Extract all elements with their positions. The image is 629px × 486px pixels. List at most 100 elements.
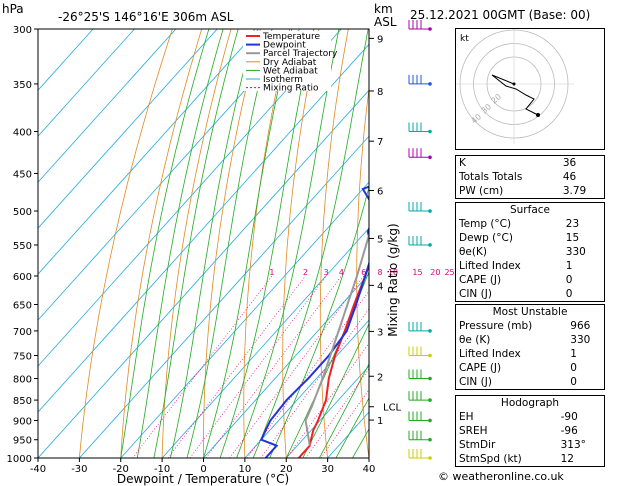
wind-barb-dot	[428, 243, 432, 247]
location-title: -26°25'S 146°16'E 306m ASL	[58, 10, 234, 24]
isotherm-line	[79, 135, 369, 458]
table-value: 46	[559, 170, 605, 184]
mixing-ratio-label: 4	[339, 268, 344, 277]
wind-barb-dot	[428, 27, 432, 31]
isotherm-line	[38, 29, 177, 183]
hodograph-ring-label: 40	[470, 112, 484, 125]
pressure-tick-label: 900	[13, 416, 32, 427]
table-value: 1	[567, 347, 606, 361]
profiles	[259, 107, 369, 458]
legend-box	[243, 31, 331, 91]
mixing-ratio-label: 1	[269, 268, 274, 277]
pressure-tick-label: 750	[13, 351, 32, 362]
wind-barb-dot	[428, 209, 432, 213]
mixing-ratio-line	[286, 342, 369, 458]
wet-adiabat-line	[335, 397, 369, 458]
wind-barbs	[408, 20, 432, 460]
temperature-tick-label: 40	[363, 464, 376, 475]
legend-entry: Temperature	[262, 32, 320, 42]
wind-barb-dot	[428, 155, 432, 160]
table-row: θe (K) 330	[455, 333, 606, 347]
height-tick-label: 4	[377, 281, 383, 292]
mixing-ratio-line	[229, 275, 364, 458]
hodograph-table: Hodograph EH -90 SREH -96 StmDir 313° StmSpd (k…	[454, 395, 605, 467]
table-key: Lifted Index	[455, 347, 568, 361]
wind-barb-dot	[428, 418, 432, 423]
isotherm-line	[203, 273, 369, 458]
table-row: Lifted Index 1	[455, 347, 606, 361]
wet-adiabat-line	[186, 29, 273, 458]
mixing-ratio-label: 25	[444, 268, 454, 277]
pressure-tick-label: 600	[13, 272, 32, 283]
table-key: EH	[454, 410, 558, 424]
table-key: Totals Totals	[454, 170, 560, 184]
temperature-tick-label: -30	[71, 464, 87, 475]
legend-entry: Mixing Ratio	[263, 84, 319, 94]
hodograph-center-dot	[512, 82, 516, 86]
wet-adiabat-line	[269, 185, 369, 458]
wet-adiabat-line	[120, 29, 210, 458]
pressure-tick-label: 550	[13, 241, 32, 252]
wind-barb-dot	[428, 129, 432, 134]
table-key: PW (cm)	[454, 184, 560, 199]
table-value: -90	[557, 410, 605, 424]
mixing-ratio-label: 15	[412, 268, 422, 277]
table-key: CIN (J)	[455, 375, 568, 390]
table-key: Lifted Index	[454, 259, 563, 273]
mixing-ratio-label: 20	[430, 268, 440, 277]
hodograph: kt 20 30 40	[454, 24, 605, 150]
table-title-row: Hodograph	[455, 395, 605, 410]
mixing-ratio-line	[205, 275, 342, 458]
table-key: CAPE (J)	[455, 361, 568, 375]
mixing-ratio-line	[305, 368, 369, 458]
hodograph-ring-label: 20	[490, 92, 504, 105]
table-row: Pressure (mb) 966	[455, 319, 606, 333]
pressure-tick-label: 450	[13, 169, 32, 180]
table-row: StmDir 313°	[454, 438, 605, 452]
table-row: Totals Totals 46	[454, 170, 605, 184]
mixing-ratio-labels: 1 2 3 4 6 8 10 15 20 25	[269, 268, 454, 277]
table-row: θe(K) 330	[454, 245, 605, 259]
wet-adiabat-line	[236, 29, 340, 458]
table-key: K	[454, 155, 560, 170]
most-unstable-table: Most Unstable Pressure (mb) 966 θe (K) 330 Li…	[455, 304, 606, 390]
table-value: -96	[557, 424, 605, 438]
temperature-line	[297, 262, 369, 458]
isotherm-line	[244, 319, 369, 458]
table-key: Pressure (mb)	[455, 319, 568, 333]
hodograph-end-dot	[536, 113, 540, 117]
height-tick-label: 9	[377, 34, 383, 45]
legend-entry: Dry Adiabat	[263, 58, 317, 68]
isotherm-line	[285, 365, 369, 458]
mixing-ratio-line	[167, 275, 306, 458]
table-key: SREH	[454, 424, 558, 438]
table-row: PW (cm) 3.79	[454, 184, 605, 199]
wind-barb-dot	[428, 456, 432, 460]
wet-adiabat-line	[170, 29, 255, 458]
isotherm-line	[38, 29, 301, 321]
pressure-tick-label: 850	[13, 396, 32, 407]
table-row: CAPE (J) 0	[455, 361, 606, 375]
dry-adiabat-line	[319, 29, 349, 458]
temperature-tick-label: 0	[200, 464, 206, 475]
wet-adiabat-line	[153, 29, 239, 458]
isotherm-line	[38, 89, 369, 458]
surface-table: Surface Temp (°C) 23 Dewp (°C) 15 θe(K) 330 Lif…	[454, 202, 605, 302]
table-key: θe(K)	[454, 245, 563, 259]
isotherm-line	[161, 227, 369, 458]
wet-adiabat-line	[136, 29, 224, 458]
pressure-tick-label: 1000	[7, 454, 32, 465]
table-row: K 36	[454, 155, 605, 170]
table-row: CIN (J) 0	[454, 287, 605, 302]
wind-barb-dot	[428, 82, 432, 86]
legend-entry: Dewpoint	[263, 41, 306, 51]
legend-entry: Isotherm	[263, 75, 303, 85]
table-value: 0	[567, 361, 606, 375]
mixing-ratio-label: 8	[377, 268, 382, 277]
wind-barb-dot	[428, 353, 432, 358]
pressure-tick-label: 800	[13, 374, 32, 385]
height-tick-label: 5	[377, 234, 383, 245]
wet-adiabat-line	[219, 29, 315, 458]
table-row: Temp (°C) 23	[454, 217, 605, 231]
